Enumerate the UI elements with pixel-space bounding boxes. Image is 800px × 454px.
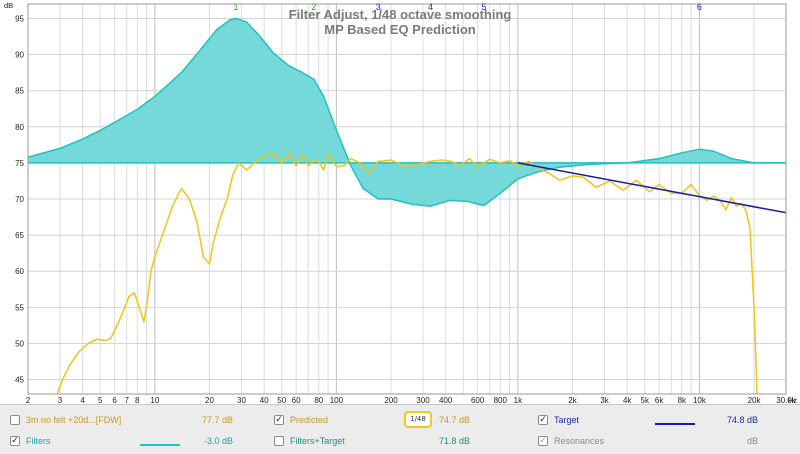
y-tick-label: 85 [15,87,24,96]
x-tick-label: 1k [514,396,523,404]
x-tick-label: 6 [112,396,117,404]
x-unit-label: Hz [788,396,797,404]
x-tick-label: 800 [494,396,508,404]
chart-subtitle: MP Based EQ Prediction [324,22,476,37]
resonances-label: Resonances [554,436,605,446]
x-tick-label: 100 [330,396,344,404]
x-tick-label: 200 [384,396,398,404]
legend-item-filters-target[interactable]: Filters+Target [274,430,345,452]
y-tick-label: 45 [15,376,24,385]
target-checkbox[interactable]: ✓ [538,415,548,425]
series-predicted [56,152,758,394]
filters-label: Filters [26,436,51,446]
legend-item-target[interactable]: ✓ Target [538,409,579,431]
x-tick-label: 8 [135,396,140,404]
x-tick-label: 10k [693,396,707,404]
filters-target-value: 71.8 dB [438,436,470,446]
chart-background [0,0,800,404]
x-tick-label: 2k [568,396,577,404]
x-tick-label: 3 [58,396,63,404]
legend-item-predicted[interactable]: ✓ Predicted [274,409,328,431]
predicted-value: 74.7 dB [438,415,470,425]
series-area [28,18,786,207]
x-tick-label: 5k [641,396,650,404]
grid [27,4,787,394]
resonances-checkbox[interactable]: ✓ [538,436,548,446]
series-layer [28,17,786,394]
series-line [517,162,786,214]
x-tick-label: 50 [277,396,286,404]
x-tick-label: 7 [125,396,130,404]
measurement-label: 3m no felt +20d...[FDW] [26,415,122,425]
x-tick-label: 30 [237,396,246,404]
y-tick-label: 75 [15,159,24,168]
filters-checkbox[interactable]: ✓ [10,436,20,446]
x-tick-label: 400 [439,396,453,404]
y-tick-label: 95 [15,14,24,23]
x-tick-label: 2 [26,396,31,404]
x-tick-label: 40 [260,396,269,404]
filter-marker: 2 [311,2,316,12]
filters-value: -3.0 dB [203,436,233,446]
legend-item-resonances[interactable]: ✓ Resonances [538,430,604,452]
chart-title: Filter Adjust, 1/48 octave smoothing [289,7,512,22]
filters-swatch [140,444,180,446]
legend-panel: 3m no felt +20d...[FDW] 77.7 dB ✓ Predic… [0,404,800,454]
y-tick-label: 70 [15,195,24,204]
measurement-checkbox[interactable] [10,415,20,425]
filter-marker: 4 [428,2,433,12]
y-unit-label: dB [4,1,13,10]
legend-row-1: 3m no felt +20d...[FDW] 77.7 dB ✓ Predic… [0,409,800,431]
y-tick-label: 50 [15,339,24,348]
legend-item-filters[interactable]: ✓ Filters [10,430,51,452]
filter-marker: 5 [481,2,486,12]
filter-marker: 1 [234,2,239,12]
legend-item-measurement[interactable]: 3m no felt +20d...[FDW] [10,409,121,431]
x-tick-label: 80 [314,396,323,404]
y-tick-label: 55 [15,303,24,312]
series-target [517,162,786,214]
x-tick-label: 20k [748,396,762,404]
x-tick-label: 20 [205,396,214,404]
filters-target-label: Filters+Target [290,436,345,446]
x-tick-label: 4k [623,396,632,404]
smoothing-selector[interactable]: 1/48 [404,411,432,428]
x-tick-label: 300 [416,396,430,404]
x-tick-label: 3k [600,396,609,404]
y-tick-label: 65 [15,231,24,240]
y-tick-label: 80 [15,123,24,132]
x-tick-label: 600 [471,396,485,404]
x-tick-label: 8k [678,396,687,404]
y-tick-label: 90 [15,51,24,60]
predicted-checkbox[interactable]: ✓ [274,415,284,425]
target-value: 74.8 dB [726,415,758,425]
resonances-value: dB [746,436,758,446]
series-filters-target [28,17,786,207]
measurement-value: 77.7 dB [201,415,233,425]
x-tick-label: 30.0k [776,396,797,404]
filter-marker: 3 [376,2,381,12]
filter-marker: 6 [697,2,702,12]
target-label: Target [554,415,580,425]
predicted-label: Predicted [290,415,329,425]
legend-row-2: ✓ Filters -3.0 dB Filters+Target 71.8 dB… [0,430,800,452]
x-tick-label: 6k [655,396,664,404]
x-tick-label: 5 [98,396,103,404]
series-line [28,17,786,207]
plot-frame [27,3,787,395]
x-tick-label: 4 [80,396,85,404]
series-line [56,152,758,394]
x-tick-label: 60 [292,396,301,404]
target-swatch [655,423,695,425]
filters-target-checkbox[interactable] [274,436,284,446]
x-tick-label: 10 [150,396,159,404]
y-tick-label: 60 [15,267,24,276]
